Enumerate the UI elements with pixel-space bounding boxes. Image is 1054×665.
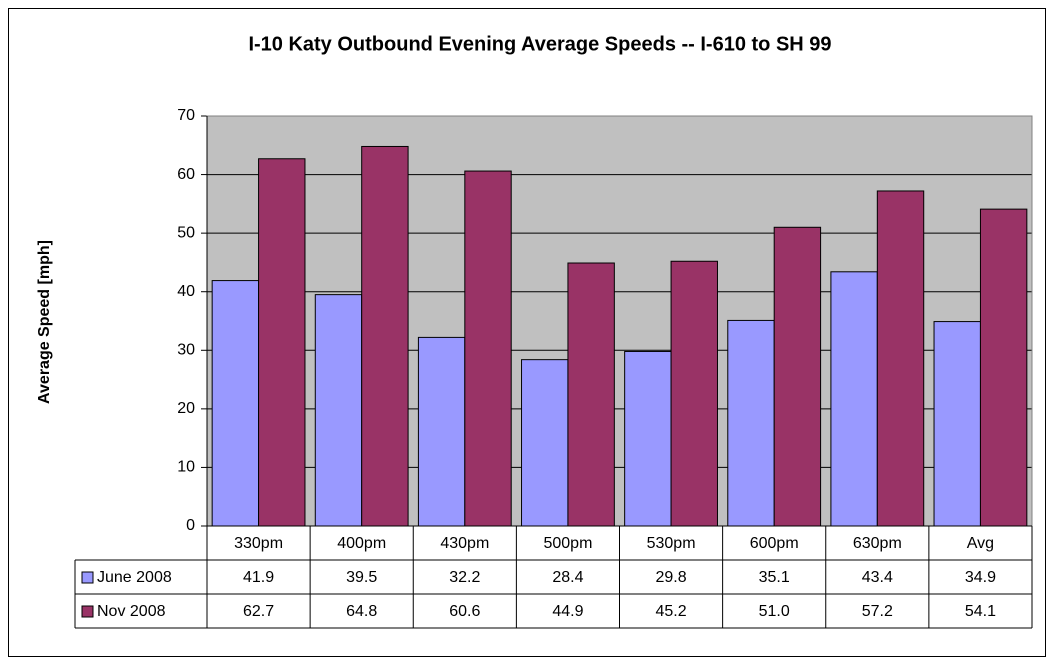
- bar: [258, 158, 306, 527]
- table-value: 34.9: [965, 569, 996, 586]
- table-value: 64.8: [346, 603, 377, 620]
- x-tick-label: 330pm: [234, 535, 283, 552]
- y-tick-label: 50: [177, 224, 195, 241]
- y-tick-label: 0: [186, 517, 195, 534]
- y-tick-label: 40: [177, 283, 195, 300]
- y-axis-label: Average Speed [mph]: [36, 240, 53, 404]
- bar: [624, 350, 672, 527]
- bar: [567, 262, 615, 527]
- bar: [876, 190, 925, 527]
- legend-swatch: [81, 605, 94, 618]
- table-value: 57.2: [862, 603, 893, 620]
- table-value: 44.9: [552, 603, 583, 620]
- table-value: 29.8: [655, 569, 686, 586]
- table-value: 54.1: [965, 603, 996, 620]
- legend-swatch: [81, 571, 94, 584]
- bar: [933, 321, 981, 527]
- table-value: 35.1: [759, 569, 790, 586]
- bar: [670, 260, 718, 527]
- bar: [979, 208, 1028, 527]
- bar: [211, 280, 260, 527]
- bar: [727, 319, 775, 527]
- table-value: 45.2: [655, 603, 686, 620]
- table-value: 62.7: [243, 603, 274, 620]
- bar: [361, 145, 409, 527]
- y-tick-label: 60: [177, 166, 195, 183]
- x-tick-label: 530pm: [647, 535, 696, 552]
- bar: [830, 271, 878, 527]
- x-tick-label: 500pm: [543, 535, 592, 552]
- y-tick-label: 10: [177, 459, 195, 476]
- x-tick-label: Avg: [967, 535, 994, 552]
- y-tick-label: 30: [177, 342, 195, 359]
- table-value: 41.9: [243, 569, 274, 586]
- table-value: 51.0: [759, 603, 790, 620]
- x-tick-label: 400pm: [337, 535, 386, 552]
- table-value: 39.5: [346, 569, 377, 586]
- table-value: 60.6: [449, 603, 480, 620]
- x-tick-label: 630pm: [853, 535, 902, 552]
- y-tick-label: 20: [177, 400, 195, 417]
- bar: [521, 359, 569, 527]
- legend-label: Nov 2008: [97, 603, 166, 620]
- y-tick-label: 70: [177, 107, 195, 124]
- x-tick-label: 600pm: [750, 535, 799, 552]
- bar: [773, 226, 822, 527]
- legend-label: June 2008: [97, 569, 172, 586]
- x-tick-label: 430pm: [440, 535, 489, 552]
- table-value: 28.4: [552, 569, 583, 586]
- bar: [417, 336, 466, 527]
- table-value: 43.4: [862, 569, 893, 586]
- bar: [314, 294, 363, 527]
- bar: [464, 170, 512, 527]
- table-value: 32.2: [449, 569, 480, 586]
- chart-title: I-10 Katy Outbound Evening Average Speed…: [248, 33, 831, 55]
